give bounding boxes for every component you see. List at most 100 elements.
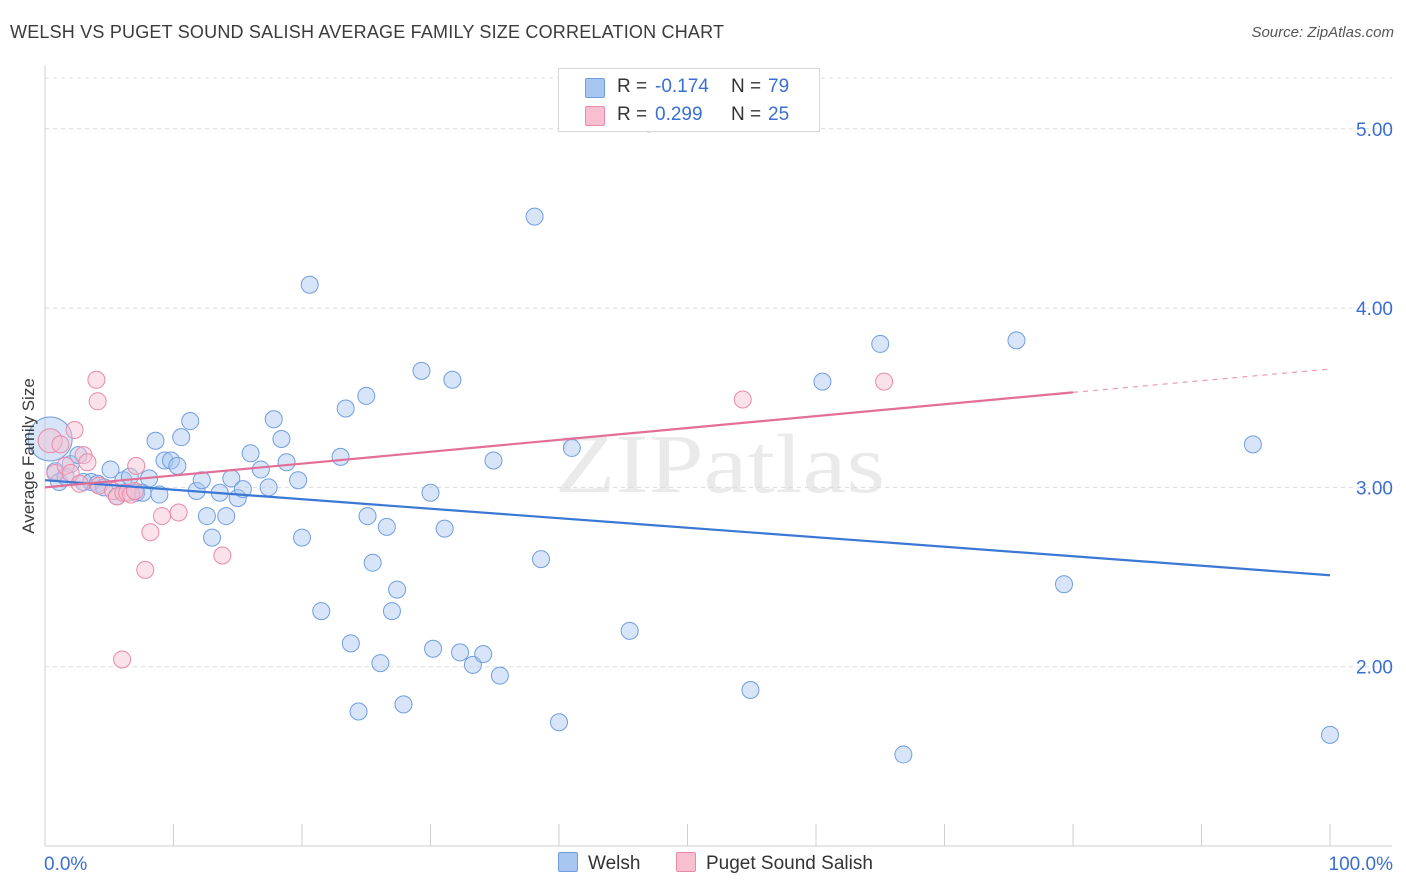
welsh-point — [150, 485, 169, 504]
welsh-point — [312, 602, 331, 621]
welsh-point — [259, 478, 278, 497]
welsh-point — [293, 528, 311, 547]
welsh-point — [203, 528, 222, 547]
welsh-point — [300, 275, 319, 294]
y-tick-label: 4.00 — [1356, 299, 1393, 320]
salish-n-value: 25 — [768, 104, 790, 125]
welsh-n-value: 79 — [768, 76, 790, 97]
welsh-point — [525, 207, 544, 226]
welsh-point — [358, 507, 377, 526]
welsh-point — [264, 410, 283, 429]
welsh-point — [443, 370, 462, 389]
welsh-r-label: R = — [617, 76, 648, 97]
welsh-point — [251, 460, 270, 479]
salish-r-label: R = — [617, 104, 648, 125]
legend-item-salish[interactable]: Puget Sound Salish — [676, 852, 873, 875]
y-tick-label: 3.00 — [1356, 478, 1393, 499]
welsh-point — [813, 372, 832, 391]
salish-point — [51, 435, 70, 454]
welsh-point — [562, 438, 581, 457]
welsh-point — [363, 553, 382, 572]
welsh-point — [101, 460, 120, 479]
watermark: ZIPatlas — [555, 418, 885, 511]
salish-point — [114, 483, 133, 502]
salish-trendline — [44, 391, 1074, 489]
welsh-swatch — [585, 78, 605, 98]
welsh-trendline — [44, 479, 1331, 577]
welsh-legend-swatch — [558, 852, 578, 872]
salish-legend-swatch — [676, 852, 696, 872]
salish-point — [875, 372, 894, 391]
welsh-point — [336, 399, 355, 418]
welsh-point — [146, 431, 165, 450]
legend-item-welsh[interactable]: Welsh — [558, 852, 640, 875]
tick-labels: 2.00 3.00 4.00 5.00 0.0% 100.0% — [44, 120, 1393, 875]
salish-point — [78, 453, 97, 472]
stats-legend: R = -0.174 N = 79 R = 0.299 N = 25 — [558, 68, 820, 132]
salish-r-value: 0.299 — [655, 104, 703, 125]
welsh-point — [550, 713, 568, 732]
welsh-point — [894, 745, 913, 764]
axis-layer — [44, 66, 1392, 847]
welsh-point — [331, 447, 350, 466]
salish-points — [37, 370, 894, 669]
salish-point — [87, 370, 106, 389]
welsh-point — [1055, 575, 1074, 594]
grid-layer — [45, 77, 1392, 668]
welsh-point — [349, 702, 368, 721]
welsh-point — [451, 643, 470, 662]
welsh-point — [181, 412, 200, 431]
source-label: Source: ZipAtlas.com — [1251, 24, 1394, 41]
salish-trendline-extension — [1072, 368, 1331, 393]
welsh-point — [371, 654, 390, 673]
salish-point — [65, 421, 84, 439]
x-tick-label-min: 0.0% — [44, 854, 87, 875]
welsh-point — [435, 519, 454, 538]
welsh-point — [377, 517, 396, 536]
welsh-point — [217, 507, 236, 526]
salish-point — [169, 503, 188, 522]
chart-title: WELSH VS PUGET SOUND SALISH AVERAGE FAMI… — [10, 22, 725, 42]
salish-point — [88, 392, 107, 411]
y-tick-label: 2.00 — [1356, 658, 1393, 679]
welsh-n-label: N = — [731, 76, 762, 97]
welsh-point — [357, 386, 376, 405]
welsh-point — [197, 507, 216, 526]
welsh-r-value: -0.174 — [655, 76, 709, 97]
salish-swatch — [585, 106, 605, 126]
salish-point — [113, 650, 132, 669]
welsh-point — [241, 444, 260, 463]
welsh-point — [233, 480, 252, 499]
welsh-point — [69, 446, 88, 465]
welsh-point — [172, 428, 191, 447]
welsh-point — [341, 634, 360, 653]
welsh-point — [388, 580, 407, 599]
welsh-point — [484, 451, 503, 470]
welsh-point — [1243, 435, 1262, 454]
welsh-point — [421, 483, 440, 502]
salish-n-label: N = — [731, 104, 762, 125]
salish-point — [213, 546, 232, 565]
salish-point — [127, 456, 146, 475]
welsh-point — [289, 471, 308, 490]
welsh-point — [394, 695, 413, 714]
welsh-point — [424, 639, 443, 658]
trend-lines — [44, 368, 1331, 577]
welsh-point — [27, 416, 73, 462]
salish-point — [125, 481, 144, 500]
y-tick-label: 5.00 — [1356, 120, 1393, 141]
welsh-point — [532, 550, 551, 569]
welsh-point — [490, 666, 509, 685]
y-axis-label: Average Family Size — [19, 378, 38, 534]
welsh-point — [168, 456, 187, 475]
welsh-point — [620, 621, 639, 640]
x-tick-label-max: 100.0% — [1329, 854, 1394, 875]
welsh-point — [871, 334, 890, 353]
welsh-point — [272, 429, 291, 448]
salish-point — [136, 560, 155, 579]
salish-point — [733, 390, 752, 409]
welsh-point — [741, 681, 760, 699]
salish-point — [152, 507, 171, 526]
welsh-point — [1007, 331, 1026, 350]
welsh-point — [192, 471, 211, 490]
